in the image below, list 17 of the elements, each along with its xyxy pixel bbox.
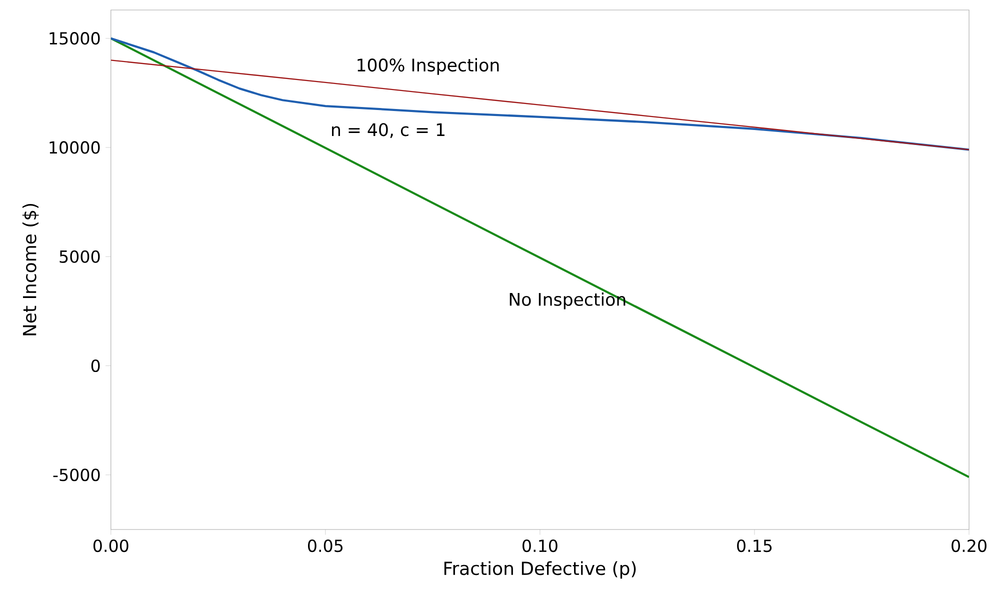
line-series [110,59,970,150]
line-series [110,37,970,151]
series-label: No Inspection [510,292,626,310]
y-axis-title: Net Income ($) [22,204,39,336]
x-tick-label: 0.20 [952,539,986,552]
y-tick-label: -5000 [53,468,100,481]
series-label: 100% Inspection [358,58,499,75]
x-axis-title: Fraction Defective (p) [444,561,636,578]
x-tick-label: 0.00 [93,539,128,552]
x-tick-label: 0.10 [522,539,558,552]
y-tick-label: 5000 [60,250,100,263]
y-tick-label: 10000 [50,140,100,154]
x-tick-label: 0.15 [737,539,772,552]
x-tick-label: 0.05 [308,539,342,552]
y-tick-label: 15000 [50,32,100,44]
y-tick-label: 0 [91,359,100,372]
series-label: n = 40, c = 1 [332,122,444,138]
